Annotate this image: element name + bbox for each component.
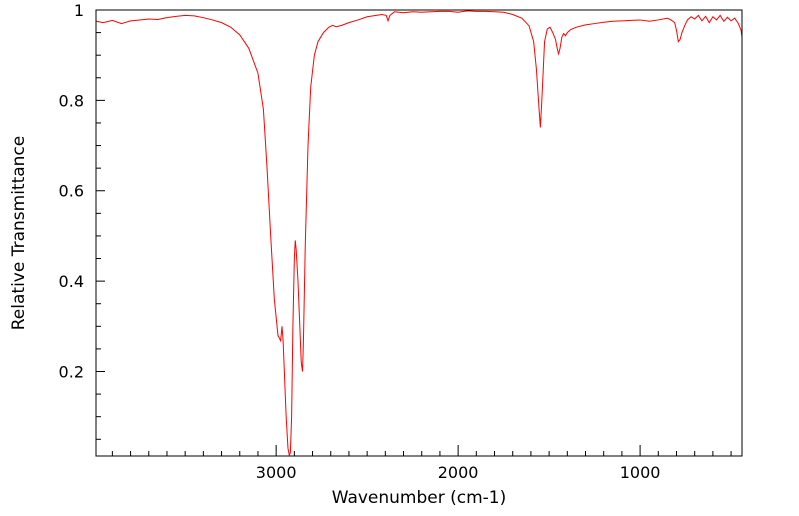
y-tick-label: 1 <box>74 1 84 20</box>
axis-ticks <box>96 32 732 456</box>
y-tick-label: 0.6 <box>59 182 84 201</box>
series-line <box>95 10 743 457</box>
x-tick-label: 3000 <box>256 463 297 482</box>
y-axis-title: Relative Transmittance <box>9 136 29 331</box>
y-tick-label: 0.2 <box>59 362 84 381</box>
plot-frame <box>95 9 743 457</box>
x-axis-title: Wavenumber (cm-1) <box>332 488 507 508</box>
y-tick-label: 0.8 <box>59 91 84 110</box>
x-tick-label: 1000 <box>620 463 661 482</box>
y-tick-label: 0.4 <box>59 272 84 291</box>
axis-tick-labels: 3000 2000 1000 0.2 0.4 0.6 0.8 1 <box>59 1 661 482</box>
x-tick-label: 2000 <box>438 463 479 482</box>
